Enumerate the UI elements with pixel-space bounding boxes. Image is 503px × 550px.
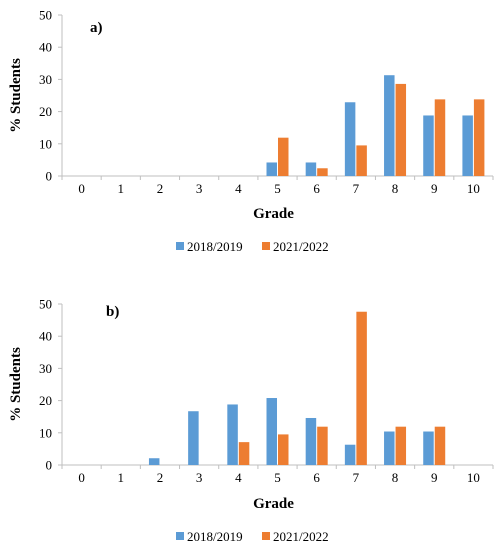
x-tick-label: 5 [274,470,281,485]
x-tick-label: 9 [431,470,438,485]
x-tick-label: 7 [353,470,360,485]
bar-series2-grade-5 [278,137,289,176]
bar-series2-grade-7 [356,311,367,465]
x-tick-label: 4 [235,181,242,196]
legend-label: 2018/2019 [187,239,243,254]
x-tick-label: 3 [196,181,203,196]
bar-series1-grade-2 [148,458,160,465]
x-tick-label: 7 [353,181,360,196]
legend-swatch [176,532,184,540]
bar-series2-grade-6 [317,168,328,176]
y-tick-label: 40 [39,40,52,55]
bar-series1-grade-6 [305,162,317,176]
legend-swatch [262,532,270,540]
bar-series2-grade-8 [395,426,407,465]
bar-series2-grade-9 [434,99,446,176]
bar-series1-grade-8 [384,75,395,176]
x-tick-label: 8 [392,181,399,196]
legend-label: 2021/2022 [273,239,329,254]
y-tick-label: 20 [39,104,52,119]
bar-series1-grade-3 [188,411,199,465]
bar-series2-grade-6 [317,426,328,465]
x-tick-label: 2 [157,470,164,485]
bar-series1-grade-7 [344,102,356,176]
legend-swatch [262,242,270,250]
x-axis-title: Grade [253,496,294,512]
x-axis-title: Grade [253,206,294,222]
y-tick-label: 10 [39,136,52,151]
y-tick-label: 0 [46,458,53,473]
bar-series1-grade-9 [423,431,434,465]
bar-series2-grade-8 [395,83,407,176]
bar-series1-grade-9 [423,115,434,176]
legend-label: 2018/2019 [187,529,243,544]
x-tick-label: 6 [313,181,320,196]
x-tick-label: 1 [118,181,125,196]
x-tick-label: 2 [157,181,164,196]
y-tick-label: 0 [46,169,53,184]
y-tick-label: 10 [39,425,52,440]
x-tick-label: 6 [313,470,320,485]
y-tick-label: 30 [39,361,52,376]
x-tick-label: 4 [235,470,242,485]
y-tick-label: 40 [39,329,52,344]
legend-label: 2021/2022 [273,529,329,544]
bar-series1-grade-5 [266,162,277,176]
y-axis-title: % Students [8,347,24,422]
panel-label: a) [90,20,103,36]
bar-series2-grade-7 [356,145,367,176]
bar-series2-grade-5 [278,434,289,465]
y-tick-label: 50 [39,8,52,23]
bar-series1-grade-4 [227,404,238,465]
bar-series1-grade-5 [266,398,277,465]
x-tick-label: 3 [196,470,203,485]
bar-series1-grade-8 [384,431,395,465]
chart-panel-a: 0 10 20 30 40 50 0 1 2 3 4 5 6 7 8 9 10 a) Grade % Students… [8,8,494,254]
bar-series1-grade-7 [344,444,356,465]
y-tick-label: 30 [39,72,52,87]
legend-swatch [176,242,184,250]
legend: 2018/2019 2021/2022 [176,239,329,254]
x-tick-label: 5 [274,181,281,196]
x-tick-label: 9 [431,181,438,196]
x-tick-label: 10 [467,181,480,196]
bar-series2-grade-10 [473,99,485,176]
y-tick-label: 50 [39,297,52,312]
panel-label: b) [106,304,119,320]
x-tick-label: 8 [392,470,399,485]
y-axis-title: % Students [8,58,24,133]
x-tick-label: 10 [467,470,480,485]
bar-series1-grade-6 [305,417,317,465]
x-tick-label: 0 [78,470,85,485]
x-tick-label: 0 [78,181,85,196]
bar-series1-grade-10 [462,115,473,176]
chart-panel-b: 0 10 20 30 40 50 0 1 2 3 4 5 6 7 8 9 10 b) Grade % Students… [8,297,494,544]
legend: 2018/2019 2021/2022 [176,529,329,544]
x-tick-label: 1 [118,470,125,485]
bar-series2-grade-9 [434,426,446,465]
y-tick-label: 20 [39,393,52,408]
bar-series2-grade-4 [238,442,250,465]
